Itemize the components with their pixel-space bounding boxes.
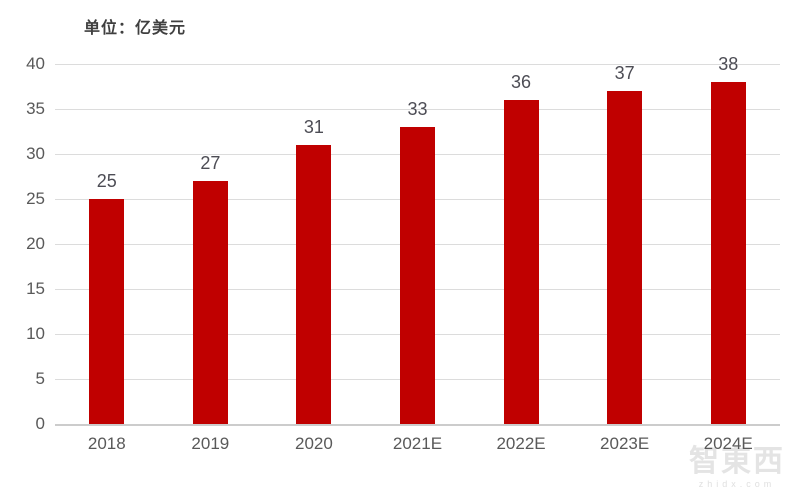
data-label-2022E: 36 xyxy=(511,72,532,92)
gridline-35 xyxy=(55,109,780,110)
bar-2023E xyxy=(607,91,643,424)
y-tick-label-40: 40 xyxy=(26,54,45,73)
y-tick-label-15: 15 xyxy=(26,279,45,298)
watermark-site-text: zhidx.com xyxy=(698,479,776,489)
y-tick-label-20: 20 xyxy=(26,234,45,253)
y-tick-label-0: 0 xyxy=(35,414,45,433)
y-tick-label-10: 10 xyxy=(26,324,45,343)
bar-2021E xyxy=(400,127,435,424)
y-tick-label-35: 35 xyxy=(26,99,45,118)
bar-2022E xyxy=(503,100,539,424)
chart-unit-label: 单位：亿美元 xyxy=(84,18,187,37)
x-tick-label-2020: 2020 xyxy=(295,434,333,453)
y-tick-label-25: 25 xyxy=(26,189,45,208)
plot-area: 25 27 31 33 36 37 38 xyxy=(55,54,780,426)
y-tick-label-30: 30 xyxy=(26,144,45,163)
data-label-2023E: 37 xyxy=(614,63,635,83)
data-label-2020: 31 xyxy=(303,117,324,137)
bar-2024E xyxy=(710,82,746,424)
x-tick-label-2019: 2019 xyxy=(191,434,230,453)
x-tick-label-2018: 2018 xyxy=(87,434,126,453)
x-tick-label-2021E: 2021E xyxy=(392,434,443,453)
bar-2020 xyxy=(296,145,332,424)
data-label-2021E: 33 xyxy=(407,99,428,119)
x-tick-label-2024E: 2024E xyxy=(703,434,753,453)
data-label-2018: 25 xyxy=(96,171,117,191)
bar-2019 xyxy=(192,181,228,424)
data-label-2019: 27 xyxy=(200,153,221,173)
watermark: 智東西 zhidx.com xyxy=(684,446,790,490)
watermark-logo: 智東西 xyxy=(689,444,785,479)
data-label-2024E: 38 xyxy=(718,54,739,74)
y-tick-label-5: 5 xyxy=(35,369,45,388)
bar-2018 xyxy=(89,199,125,424)
gridline-40 xyxy=(55,64,780,65)
x-tick-label-2023E: 2023E xyxy=(600,434,650,453)
x-tick-label-2022E: 2022E xyxy=(496,434,546,453)
